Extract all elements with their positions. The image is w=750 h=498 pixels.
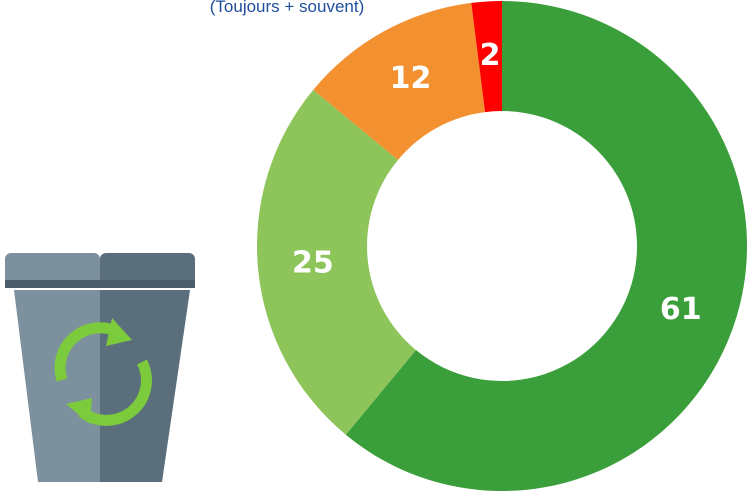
recycle-arrows — [54, 322, 152, 426]
bin-body-left — [14, 290, 100, 482]
data-label: 12 — [390, 61, 432, 96]
chart-subtitle: (Toujours + souvent) — [210, 0, 365, 16]
bin-lid-right — [100, 253, 195, 285]
data-label: 25 — [292, 245, 334, 280]
donut-slice — [471, 1, 502, 113]
bin-rim — [5, 280, 195, 288]
arrow-head — [66, 398, 92, 424]
data-label: 2 — [480, 38, 501, 73]
recycle-bin-icon — [5, 253, 195, 482]
bin-lid-left — [5, 253, 100, 285]
donut-slice — [256, 89, 416, 435]
donut-slice — [345, 1, 747, 491]
arrow-head — [106, 318, 132, 346]
donut-slice — [313, 2, 486, 160]
data-label: 61 — [660, 292, 702, 327]
